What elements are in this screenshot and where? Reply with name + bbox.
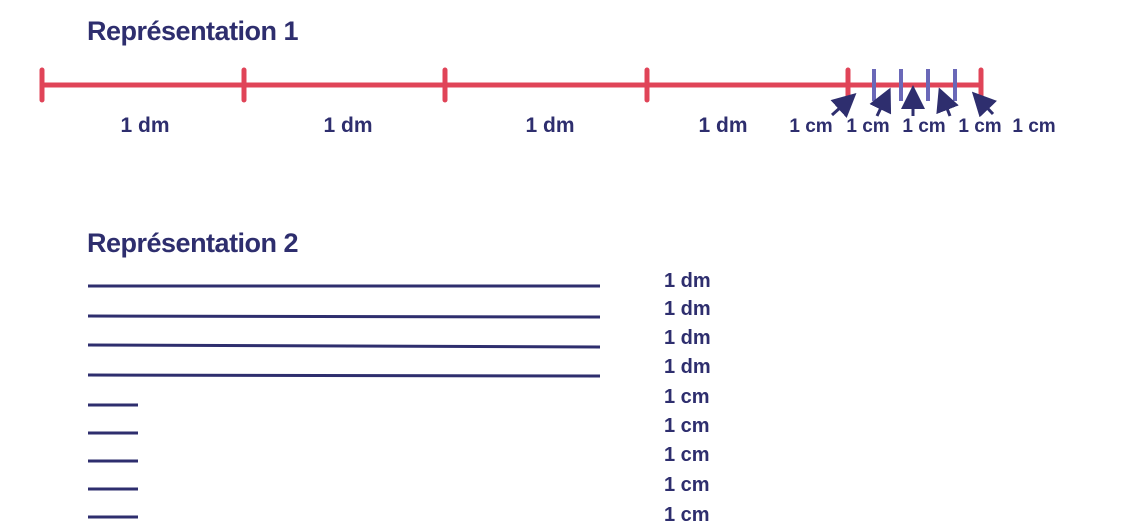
representation-1-title: Représentation 1 xyxy=(87,16,299,46)
rep2-label: 1 cm xyxy=(664,504,710,526)
rep2-label: 1 cm xyxy=(664,474,710,496)
rep2-label: 1 dm xyxy=(664,327,711,349)
cm-label: 1 cm xyxy=(958,116,1002,137)
rep2-label: 1 cm xyxy=(664,386,710,408)
cm-label: 1 cm xyxy=(789,116,833,137)
dm-label: 1 dm xyxy=(525,114,575,137)
cm-label: 1 cm xyxy=(846,116,890,137)
dm-label: 1 dm xyxy=(698,114,748,137)
cm-label: 1 cm xyxy=(1012,116,1056,137)
rep2-label: 1 dm xyxy=(664,270,711,292)
rep2-label: 1 cm xyxy=(664,415,710,437)
rep2-label: 1 cm xyxy=(664,444,710,466)
cm-label: 1 cm xyxy=(902,116,946,137)
rep2-lines xyxy=(87,284,601,519)
dm-label: 1 dm xyxy=(120,114,170,137)
rep2-label: 1 dm xyxy=(664,356,711,378)
dm-label: 1 dm xyxy=(323,114,373,137)
rep2-label: 1 dm xyxy=(664,298,711,320)
cm-arrows xyxy=(830,85,998,118)
representation-2-title: Représentation 2 xyxy=(87,228,299,258)
